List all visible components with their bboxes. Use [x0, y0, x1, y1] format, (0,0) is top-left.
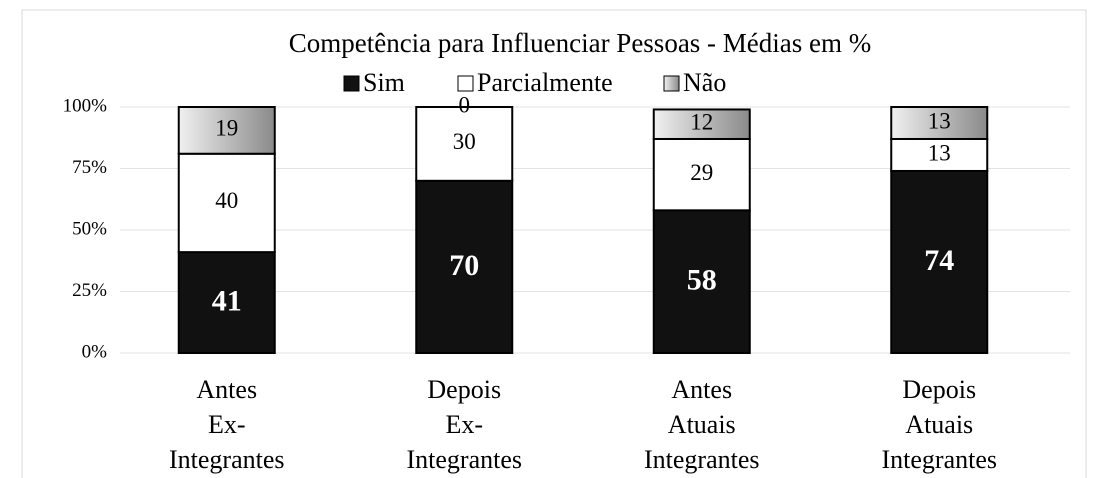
y-tick-label: 50% [72, 218, 107, 239]
bar-segment [890, 137, 989, 172]
data-label: 13 [928, 140, 951, 165]
y-tick-label: 75% [72, 157, 107, 178]
x-tick-label: Depois [427, 375, 501, 404]
x-tick-label: Integrantes [644, 445, 760, 474]
chart-title: Competência para Influenciar Pessoas - M… [289, 28, 872, 58]
data-label: 40 [215, 188, 238, 213]
data-label: 13 [928, 108, 951, 133]
data-label: 30 [453, 129, 476, 154]
y-tick-label: 25% [72, 280, 107, 301]
x-tick-label: Atuais [668, 410, 736, 439]
bar-segment [890, 106, 989, 140]
bar-segment [177, 152, 276, 254]
x-tick-label: Atuais [905, 410, 973, 439]
x-tick-label: Depois [902, 375, 976, 404]
legend-label: Sim [363, 68, 405, 97]
y-tick-label: 0% [82, 341, 108, 362]
x-tick-label: Ex- [208, 410, 246, 439]
bar-segment [890, 169, 989, 354]
bar-segment [177, 251, 276, 354]
legend-label: Não [683, 68, 726, 97]
legend-swatch [457, 75, 474, 92]
data-label: 29 [690, 160, 713, 185]
legend-swatch [663, 75, 680, 92]
bar-segment [415, 179, 514, 354]
x-tick-label: Antes [671, 375, 732, 404]
data-label: 41 [212, 284, 242, 317]
x-tick-label: Integrantes [406, 445, 522, 474]
bar-segment [652, 108, 751, 140]
x-tick-label: Ex- [445, 410, 483, 439]
data-label: 74 [924, 244, 954, 277]
legend-swatch [343, 75, 360, 92]
data-label: 19 [215, 116, 238, 141]
data-label: 70 [449, 249, 479, 282]
data-label: 0 [459, 92, 471, 117]
y-tick-label: 100% [63, 95, 108, 116]
bar-segment [415, 106, 514, 182]
legend-label: Parcialmente [477, 68, 613, 97]
x-tick-label: Integrantes [169, 445, 285, 474]
bar-segment [177, 106, 276, 155]
x-tick-label: Antes [196, 375, 257, 404]
x-tick-label: Integrantes [881, 445, 997, 474]
bar-segment [652, 209, 751, 354]
data-label: 12 [690, 110, 713, 135]
data-label: 58 [687, 264, 717, 297]
